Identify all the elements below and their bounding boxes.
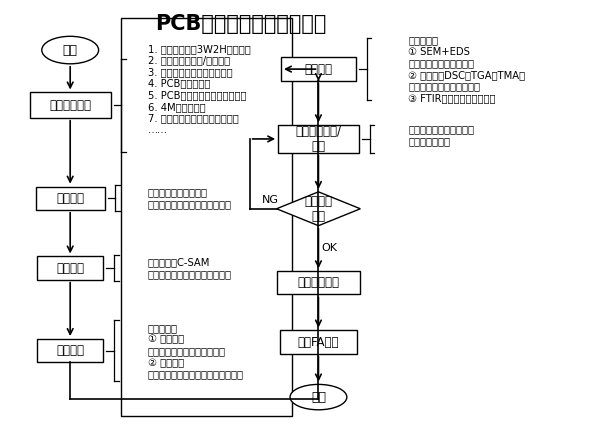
Text: 开始: 开始 [63,43,78,57]
Text: 常用工具：光学显微镜
（观测分层起泡的位置及形貌）: 常用工具：光学显微镜 （观测分层起泡的位置及形貌） [148,187,232,209]
Text: 定义失效机理/
原因: 定义失效机理/ 原因 [296,125,341,153]
Text: 无损分析: 无损分析 [56,262,84,274]
FancyBboxPatch shape [30,92,111,118]
Text: 起草FA报告: 起草FA报告 [297,336,339,348]
FancyBboxPatch shape [278,125,359,153]
Text: 常用方法：
① 金相切片
（截面形貌及分层界面位置）
② 剥板分析
（剥离分层区域，观察分层结合面）: 常用方法： ① 金相切片 （截面形貌及分层界面位置） ② 剥板分析 （剥离分层区… [148,323,244,380]
Text: 理化分析: 理化分析 [305,63,332,75]
FancyBboxPatch shape [37,339,103,362]
FancyBboxPatch shape [276,271,361,294]
Text: 有损分析: 有损分析 [56,344,84,357]
Bar [121,18,291,416]
Ellipse shape [41,36,99,64]
Text: 常用工具：
① SEM+EDS
（形貌观察及成分分析）
② 热分析（DSC、TGA、TMA）
（板材热性能、固化度等）
③ FTIR（有机物成分确定）: 常用工具： ① SEM+EDS （形貌观察及成分分析） ② 热分析（DSC、TG… [408,35,525,103]
Polygon shape [276,192,361,226]
FancyBboxPatch shape [37,256,103,279]
FancyBboxPatch shape [36,187,105,210]
Text: 常用工具：C-SAM
（观测分层起泡的位置及边界）: 常用工具：C-SAM （观测分层起泡的位置及边界） [148,257,232,279]
Text: OK: OK [321,243,337,253]
Text: NG: NG [262,195,279,205]
FancyBboxPatch shape [279,331,358,354]
Text: 1. 描述问题（用3W2H方法）；
2. 工艺制程（有铅/无铅）；
3. 炉温曲线、炉子监测记录；
4. PCB板材资料；
5. PCB来料、存储及使用记录；
: 1. 描述问题（用3W2H方法）； 2. 工艺制程（有铅/无铅）； 3. 炉温曲… [148,44,251,135]
Text: 还原实验
验证: 还原实验 验证 [305,195,332,223]
Text: 结束: 结束 [311,391,326,403]
Text: 背景信息搜集: 背景信息搜集 [49,98,91,112]
Text: 外观检查: 外观检查 [56,192,84,204]
Text: 根据上述分析结果定义出
失效机理及原因: 根据上述分析结果定义出 失效机理及原因 [408,124,474,146]
Ellipse shape [290,384,347,410]
FancyBboxPatch shape [281,58,356,81]
Text: 改善方案制定: 改善方案制定 [297,276,340,289]
Text: PCB分层起泡失效分析流程: PCB分层起泡失效分析流程 [155,14,326,34]
